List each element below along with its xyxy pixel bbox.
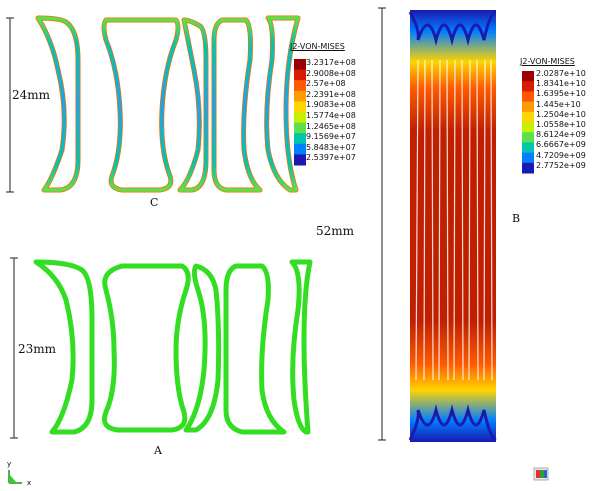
legend_c-value: 2.57e+08 (306, 79, 346, 89)
legend_c-value: 1.9083e+08 (306, 100, 356, 110)
legend_c-value: 1.2465e+08 (306, 121, 356, 131)
panel-b-letter: B (512, 212, 521, 225)
legend_c-value: 2.5397e+07 (306, 153, 356, 163)
software-logo-icon (533, 467, 549, 481)
legend_c-swatch (294, 59, 306, 71)
axis-x-label: x (27, 479, 32, 487)
legend-c-colorbar (294, 59, 306, 166)
legend_c-value: 2.9008e+08 (306, 68, 356, 78)
panel-a-dimension-line (10, 257, 18, 439)
panel-c-dimension-label: 24mm (12, 88, 51, 102)
panel-c-cells (35, 15, 301, 193)
legend_b-swatch (522, 122, 534, 133)
axis-triad (8, 470, 22, 484)
legend_c-swatch (294, 133, 306, 145)
legend_b-value: 1.6395e+10 (536, 89, 586, 99)
panel-b-dimension-label: 52mm (316, 224, 355, 238)
legend_c-swatch (294, 154, 306, 166)
axis-y-label: y (7, 460, 12, 468)
legend-b: J2-VON-MISES 2.0287e+10 1.8341e+10 1.6395e… (520, 58, 600, 178)
legend_b-swatch (522, 142, 534, 154)
legend-b-colorbar (522, 71, 534, 174)
legend_b-value: 4.7209e+09 (536, 150, 586, 160)
legend_c-value: 2.2391e+08 (306, 89, 356, 99)
legend_b-swatch (522, 101, 534, 113)
legend_c-value: 3.2317e+08 (306, 58, 356, 67)
legend_b-swatch (522, 81, 534, 92)
legend_b-value: 6.6667e+09 (536, 140, 586, 150)
panel-a-dimension-label: 23mm (18, 342, 57, 356)
panel-b-lattice (408, 10, 497, 442)
legend-c: J2-VON-MISES 3.2317e+08 2.9008e+08 2.57e+0… (290, 43, 380, 163)
legend_c-value: 1.5774e+08 (306, 111, 356, 120)
legend_c-value: 5.8483e+07 (306, 142, 356, 152)
legend_b-swatch (522, 71, 534, 82)
legend_b-value: 1.8341e+10 (536, 79, 586, 89)
panel-b-dimension-line (378, 7, 386, 441)
legend_c-swatch (294, 112, 306, 124)
legend_c-swatch (294, 143, 306, 155)
legend_c-value: 9.1569e+07 (306, 132, 356, 142)
legend-c-title: J2-VON-MISES (290, 42, 345, 51)
legend_c-swatch (294, 69, 306, 81)
legend_b-value: 2.7752e+09 (536, 160, 586, 170)
legend_b-swatch (522, 162, 534, 174)
legend_b-swatch (522, 91, 534, 103)
legend_c-swatch (294, 101, 306, 113)
panel-a-letter: A (154, 444, 162, 457)
legend_c-swatch (294, 80, 306, 92)
legend-b-title: J2-VON-MISES (520, 57, 575, 66)
legend_c-swatch (294, 90, 306, 102)
legend_b-value: 1.445e+10 (536, 99, 581, 109)
legend_b-value: 1.2504e+10 (536, 109, 586, 119)
legend_c-swatch (294, 122, 306, 134)
legend_b-swatch (522, 132, 534, 143)
panel-a-cells (33, 259, 313, 435)
legend_b-swatch (522, 152, 534, 164)
legend_b-swatch (522, 111, 534, 123)
legend_b-value: 2.0287e+10 (536, 69, 586, 78)
panel-c-dimension-line (6, 17, 14, 193)
legend_b-value: 8.6124e+09 (536, 130, 586, 140)
panel-c-letter: C (150, 196, 159, 209)
legend_b-value: 1.0558e+10 (536, 120, 586, 129)
